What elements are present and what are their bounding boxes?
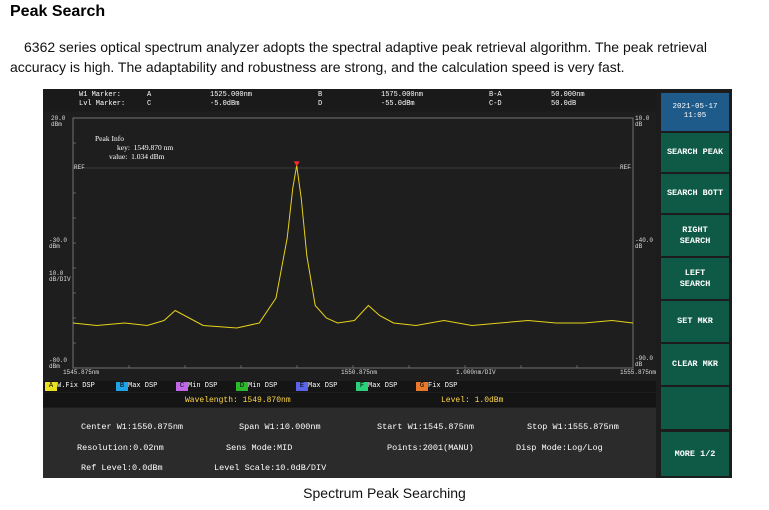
page-title: Peak Search [10, 3, 106, 20]
right-mid-label: -40.0 dB [635, 237, 654, 250]
time-text: 11:05 [683, 112, 707, 120]
points-param[interactable]: Points:2001(MANU) [387, 443, 474, 453]
trace-a-text: W.Fix DSP [57, 382, 95, 390]
trace-b-letter: B [116, 382, 128, 391]
span-param[interactable]: Span W1:10.000nm [239, 422, 321, 432]
intro-paragraph: 6362 series optical spectrum analyzer ad… [10, 39, 707, 75]
peak-info-box: Peak Info key: 1549.870 nm value: 1.034 … [95, 134, 173, 161]
ref-right-label: REF [620, 164, 631, 171]
marker-cd-label: C-D [489, 100, 502, 108]
trace-g-text: Fix DSP [428, 382, 458, 390]
w1-marker-label: W1 Marker: [79, 91, 122, 99]
y-bottom-label: -80.0 dBm [49, 357, 68, 370]
clear-marker-button[interactable]: CLEAR MKR [661, 344, 729, 385]
softkey-panel: 2021-05-17 11:05 SEARCH PEAK SEARCH BOTT… [658, 89, 732, 478]
trace-g-letter: G [416, 382, 428, 391]
marker-b-label: B [318, 91, 323, 99]
set-marker-button[interactable]: SET MKR [661, 301, 729, 342]
trace-g[interactable]: G Fix DSP [416, 382, 457, 391]
more-button[interactable]: MORE 1/2 [661, 432, 729, 476]
x-div-label: 1.000nm/DIV [456, 369, 496, 376]
trace-c-letter: C [176, 382, 188, 391]
x-stop-label: 1555.875nm [620, 369, 657, 376]
peak-value-value: 1.034 dBm [131, 152, 165, 161]
ref-left-label: REF [74, 164, 85, 171]
marker-d-label: D [318, 100, 323, 108]
trace-a-letter: A [45, 382, 57, 391]
trace-f-letter: F [356, 382, 368, 391]
wavelength-readout: Wavelength: 1549.870nm [185, 396, 291, 405]
marker-a-wavelength: 1525.000nm [210, 91, 253, 99]
trace-e-letter: E [296, 382, 308, 391]
y-div-label: 10.0 dB/DIV [49, 270, 71, 283]
figure-caption: Spectrum Peak Searching [303, 485, 466, 501]
trace-d-text: Min DSP [248, 382, 278, 390]
x-center-label: 1550.875nm [341, 369, 378, 376]
trace-c[interactable]: C Min DSP [176, 382, 217, 391]
spectrum-svg [72, 117, 634, 369]
center-param[interactable]: Center W1:1550.875nm [81, 422, 184, 432]
spectrum-plot[interactable]: 20.0 dBm -30.0 dBm 10.0 dB/DIV -80.0 dBm 10.… [43, 112, 656, 382]
marker-cd-value: 50.0dB [551, 100, 577, 108]
left-search-button[interactable]: LEFT SEARCH [661, 258, 729, 299]
marker-b-wavelength: 1575.000nm [381, 91, 424, 99]
spectrum-trace [72, 165, 634, 329]
peak-value-label: value: [109, 152, 128, 161]
search-peak-button[interactable]: SEARCH PEAK [661, 133, 729, 172]
stop-param[interactable]: Stop W1:1555.875nm [527, 422, 619, 432]
peak-key-value: 1549.870 nm [133, 143, 174, 152]
trace-d[interactable]: D Min DSP [236, 382, 277, 391]
search-bottom-button[interactable]: SEARCH BOTT [661, 174, 729, 213]
sens-mode-param[interactable]: Sens Mode:MID [226, 443, 293, 453]
disp-mode-param[interactable]: Disp Mode:Log/Log [516, 443, 603, 453]
trace-a[interactable]: A W.Fix DSP [45, 382, 95, 391]
trace-c-text: Min DSP [188, 382, 218, 390]
trace-f-text: Max DSP [368, 382, 398, 390]
trace-b-text: Max DSP [128, 382, 158, 390]
marker-ba-value: 50.000nm [551, 91, 585, 99]
level-scale-param[interactable]: Level Scale:10.0dB/DIV [214, 463, 327, 473]
right-top-label: 10.0 dB [635, 115, 650, 128]
peak-marker [293, 161, 300, 167]
peak-key-label: key: [117, 143, 130, 152]
right-bottom-label: -90.0 dB [635, 355, 654, 368]
level-readout: Level: 1.0dBm [441, 396, 504, 405]
trace-d-letter: D [236, 382, 248, 391]
osa-screen: W1 Marker: Lvl Marker: A C 1525.000nm -5… [43, 89, 732, 478]
trace-e[interactable]: E Max DSP [296, 382, 337, 391]
resolution-param[interactable]: Resolution:0.02nm [77, 443, 164, 453]
trace-f[interactable]: F Max DSP [356, 382, 397, 391]
y-mid-label: -30.0 dBm [49, 237, 68, 250]
start-param[interactable]: Start W1:1545.875nm [377, 422, 474, 432]
marker-ba-label: B-A [489, 91, 502, 99]
marker-a-label: A [147, 91, 152, 99]
peak-info-title: Peak Info [95, 134, 124, 143]
ref-level-param[interactable]: Ref Level:0.0dBm [81, 463, 163, 473]
marker-b-level: -55.0dBm [381, 100, 415, 108]
y-top-label: 20.0 dBm [51, 115, 66, 128]
right-search-button[interactable]: RIGHT SEARCH [661, 215, 729, 256]
marker-a-level: -5.0dBm [210, 100, 240, 108]
x-start-label: 1545.875nm [63, 369, 100, 376]
peak-readout-bar: Wavelength: 1549.870nm Level: 1.0dBm [43, 393, 656, 407]
blank-softkey[interactable] [661, 387, 729, 429]
parameter-panel: Center W1:1550.875nm Span W1:10.000nm St… [43, 408, 656, 478]
lvl-marker-label: Lvl Marker: [79, 100, 126, 108]
datetime-display: 2021-05-17 11:05 [661, 93, 729, 131]
trace-b[interactable]: B Max DSP [116, 382, 157, 391]
marker-bar: W1 Marker: Lvl Marker: A C 1525.000nm -5… [43, 89, 656, 111]
date-text: 2021-05-17 [672, 103, 718, 111]
marker-c-label: C [147, 100, 152, 108]
trace-e-text: Max DSP [308, 382, 338, 390]
